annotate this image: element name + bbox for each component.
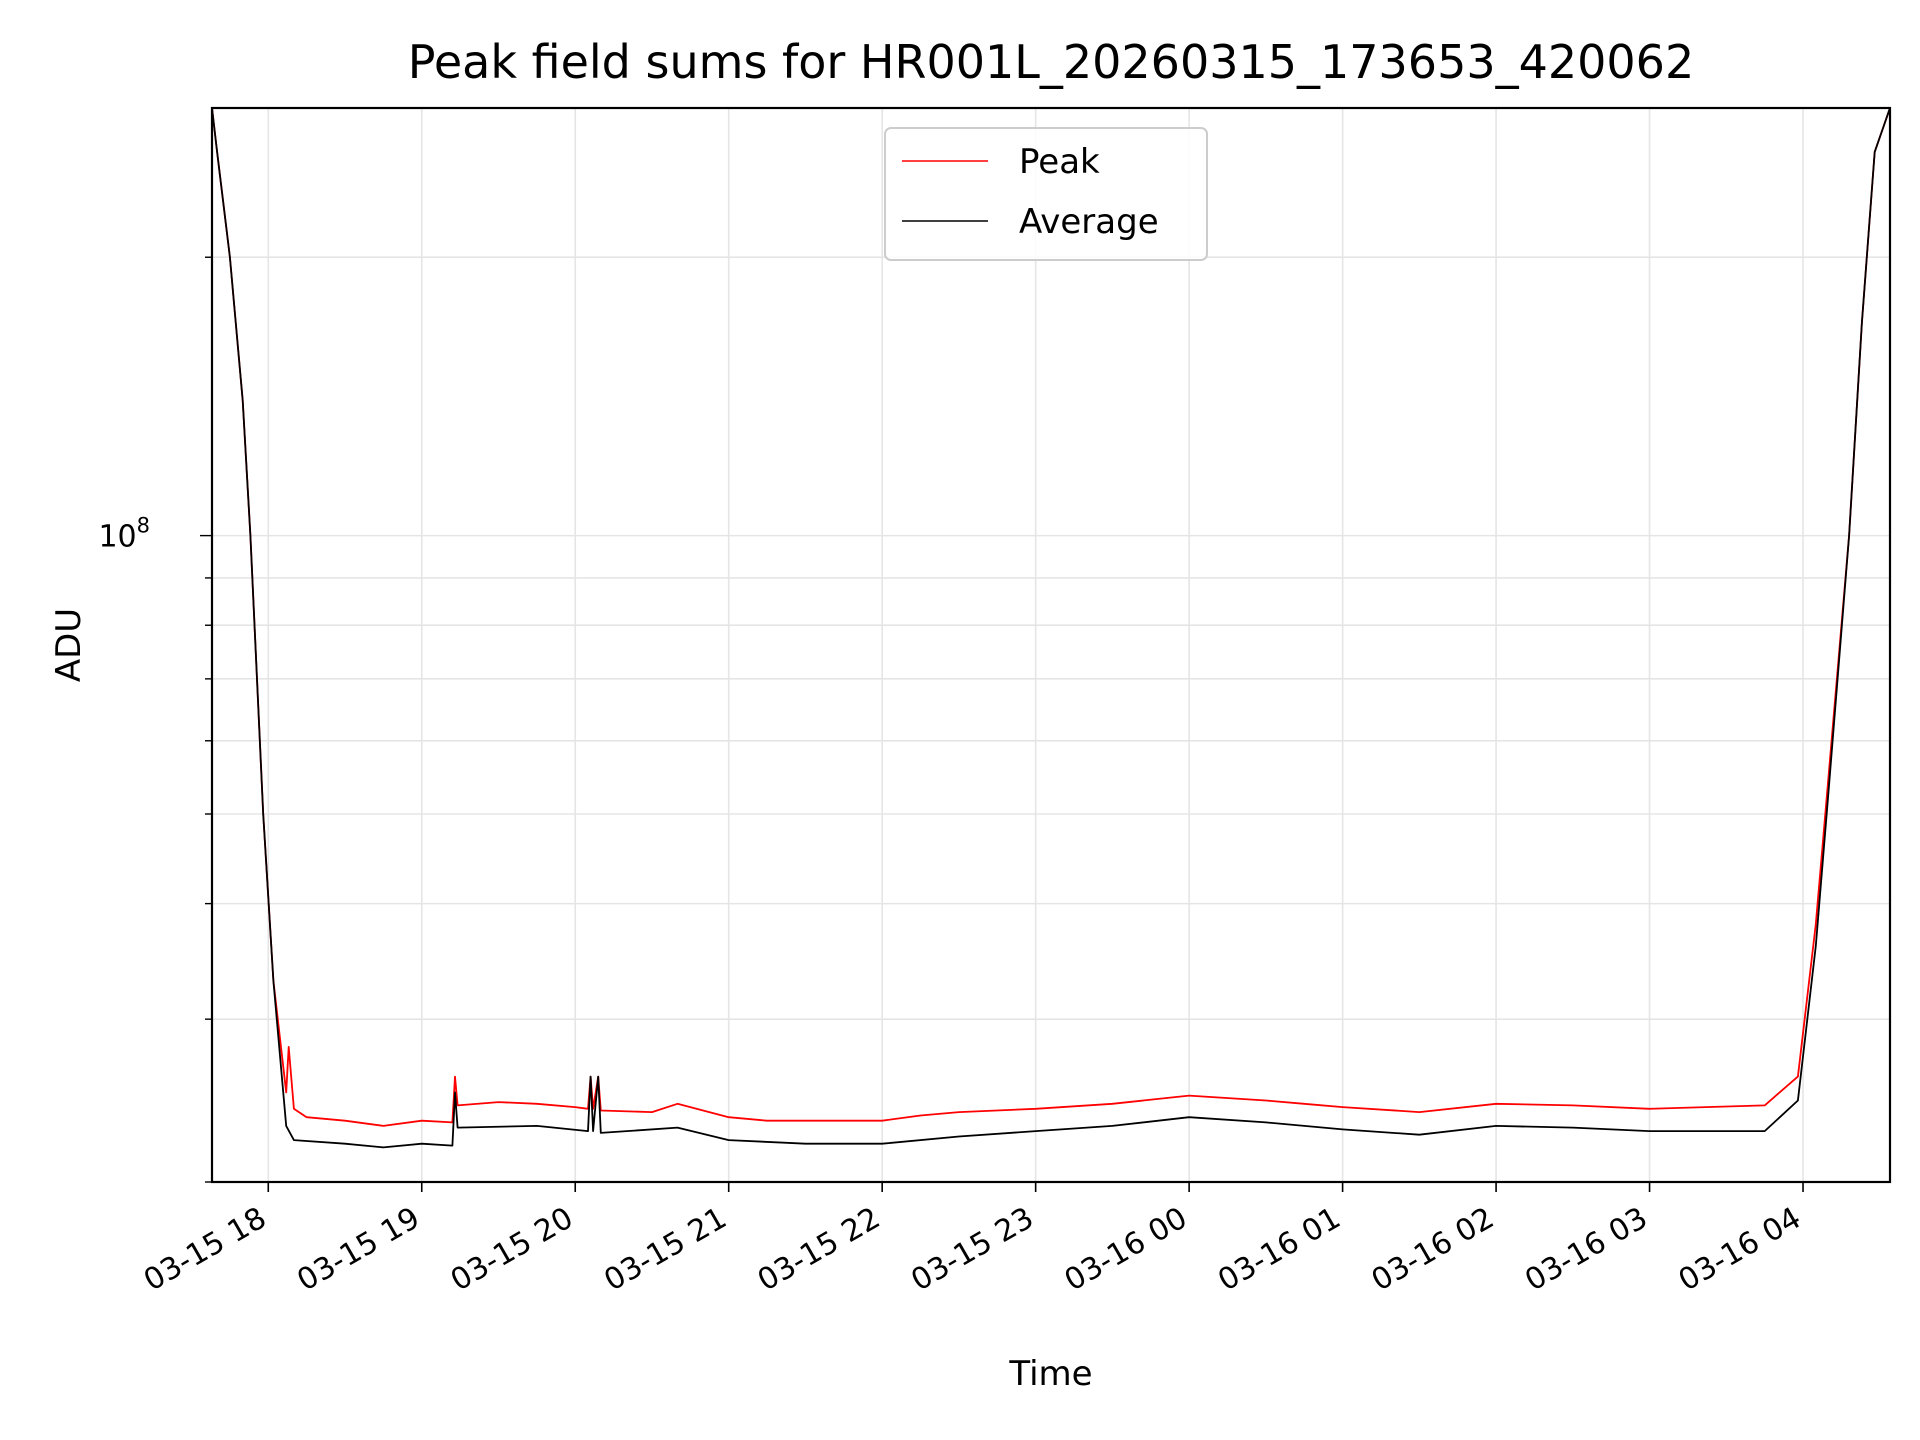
legend-label-average: Average xyxy=(1019,202,1159,242)
plot-area-frame xyxy=(210,106,1892,1184)
x-axis-label: Time xyxy=(1008,1354,1092,1394)
legend-label-peak: Peak xyxy=(1019,142,1100,182)
legend: Peak Average xyxy=(884,127,1208,261)
series-lines xyxy=(212,108,1890,1149)
series-line-average xyxy=(212,108,1890,1149)
y-tick-exponent: 8 xyxy=(137,514,150,538)
series-line-peak xyxy=(212,108,1890,1127)
chart-title: Peak field sums for HR001L_20260315_1736… xyxy=(408,35,1694,89)
grid-lines xyxy=(212,108,1890,1183)
y-axis-label: ADU xyxy=(49,608,89,682)
